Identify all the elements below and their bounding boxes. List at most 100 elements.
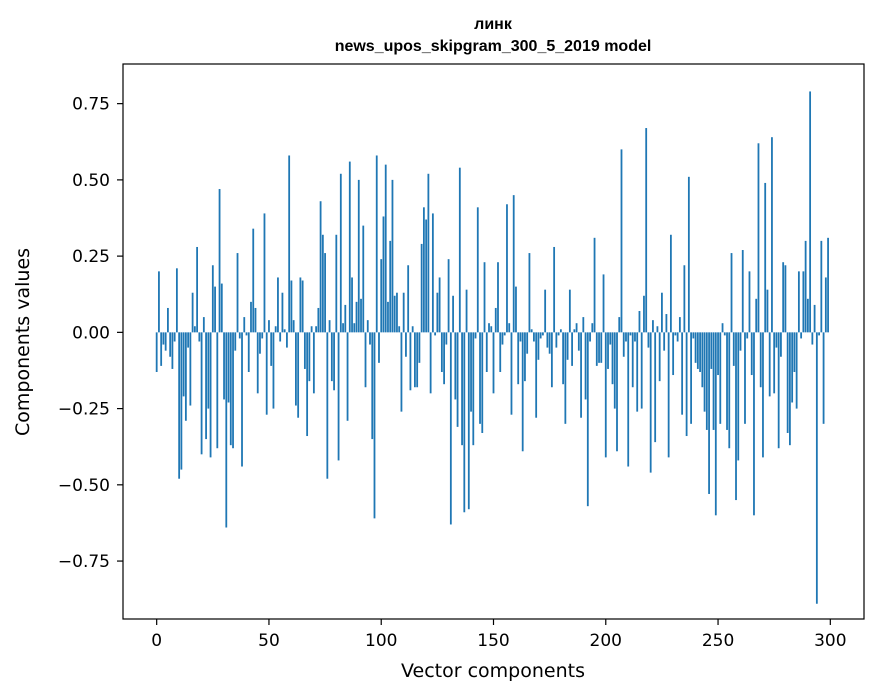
bar-component-88 (353, 323, 356, 333)
bar-component-296 (820, 240, 823, 333)
bar-component-221 (652, 320, 654, 333)
bar-component-289 (804, 240, 807, 333)
bar-component-172 (542, 332, 544, 336)
y-axis-label: Components values (12, 248, 34, 436)
bar-component-145 (481, 332, 484, 433)
bar-component-239 (692, 332, 695, 339)
bar-component-206 (618, 317, 621, 333)
bar-component-246 (708, 332, 710, 494)
bar-component-50 (268, 320, 270, 333)
bar-component-166 (528, 253, 531, 333)
bar-component-288 (802, 271, 805, 333)
bar-component-215 (638, 311, 641, 333)
bar-component-82 (339, 173, 342, 333)
bar-component-27 (216, 332, 219, 449)
bar-component-161 (517, 332, 520, 385)
bar-component-282 (789, 332, 791, 446)
bar-component-212 (631, 332, 634, 388)
bar-component-136 (461, 332, 463, 446)
bar-component-62 (295, 332, 297, 406)
bar-component-223 (656, 326, 659, 333)
bar-component-61 (292, 320, 295, 333)
bar-component-98 (375, 155, 378, 333)
bar-component-93 (364, 332, 367, 388)
bar-component-218 (645, 128, 648, 333)
bar-component-163 (521, 332, 524, 452)
bar-component-227 (665, 314, 668, 333)
bar-component-80 (335, 234, 338, 333)
bar-component-142 (474, 332, 477, 339)
bar-component-253 (723, 332, 726, 336)
bar-component-132 (452, 295, 454, 333)
x-tick-label: 0 (151, 631, 162, 651)
bar-component-258 (735, 332, 737, 501)
bar-component-241 (696, 332, 699, 369)
bar-component-152 (497, 262, 499, 333)
bar-component-74 (321, 234, 324, 333)
bar-component-3 (162, 332, 165, 345)
bar-component-31 (225, 332, 228, 528)
bar-component-150 (492, 332, 495, 394)
bar-component-48 (263, 213, 266, 333)
bar-component-44 (254, 307, 257, 333)
bar-component-36 (236, 253, 239, 333)
bar-component-95 (369, 332, 371, 345)
bar-component-40 (245, 332, 248, 336)
bar-component-219 (647, 332, 650, 348)
bar-component-28 (218, 189, 221, 333)
bar-component-116 (416, 332, 419, 388)
bar-component-201 (607, 332, 609, 369)
bar-component-20 (200, 332, 203, 455)
bar-component-64 (299, 277, 302, 333)
bar-component-268 (757, 143, 760, 333)
bar-component-247 (710, 332, 713, 369)
bar-component-70 (312, 332, 315, 394)
bar-component-102 (384, 164, 387, 333)
bar-component-57 (283, 329, 286, 333)
bar-component-76 (326, 332, 329, 479)
bar-component-52 (272, 332, 275, 409)
y-tick-label: −0.50 (58, 476, 110, 496)
bar-component-112 (407, 265, 410, 333)
bar-component-126 (438, 277, 441, 333)
bar-component-217 (643, 295, 645, 333)
bar-component-184 (568, 289, 571, 333)
y-tick-label: 0.25 (72, 247, 110, 267)
bar-component-195 (593, 237, 596, 333)
bar-component-158 (510, 332, 513, 415)
bar-component-13 (184, 332, 187, 421)
bar-component-193 (589, 332, 591, 342)
bar-component-137 (463, 332, 466, 513)
bar-component-191 (584, 332, 587, 400)
bar-component-49 (265, 332, 268, 415)
bar-component-99 (378, 332, 380, 363)
bar-component-156 (506, 204, 508, 333)
bar-component-216 (640, 332, 643, 409)
bar-component-279 (782, 262, 785, 333)
bar-component-178 (555, 332, 558, 348)
bar-component-262 (744, 332, 746, 424)
bar-component-259 (737, 332, 740, 461)
bar-component-100 (380, 259, 383, 333)
bar-component-207 (620, 149, 623, 333)
bar-component-6 (169, 332, 172, 357)
bar-component-47 (261, 332, 264, 339)
bar-component-151 (494, 307, 497, 333)
bar-component-235 (683, 265, 686, 333)
bar-component-56 (281, 292, 284, 333)
bar-component-122 (429, 332, 432, 394)
bar-component-123 (431, 213, 434, 333)
bar-component-233 (678, 317, 681, 333)
bar-component-14 (187, 332, 190, 348)
y-tick-label: 0.50 (72, 171, 110, 191)
bar-component-67 (306, 332, 309, 437)
bar-component-271 (764, 182, 767, 333)
bar-component-244 (703, 332, 706, 412)
bar-component-58 (286, 332, 288, 348)
bar-component-104 (389, 240, 392, 333)
bar-component-115 (414, 332, 416, 388)
bar-component-2 (160, 332, 163, 366)
bar-component-290 (806, 298, 809, 333)
